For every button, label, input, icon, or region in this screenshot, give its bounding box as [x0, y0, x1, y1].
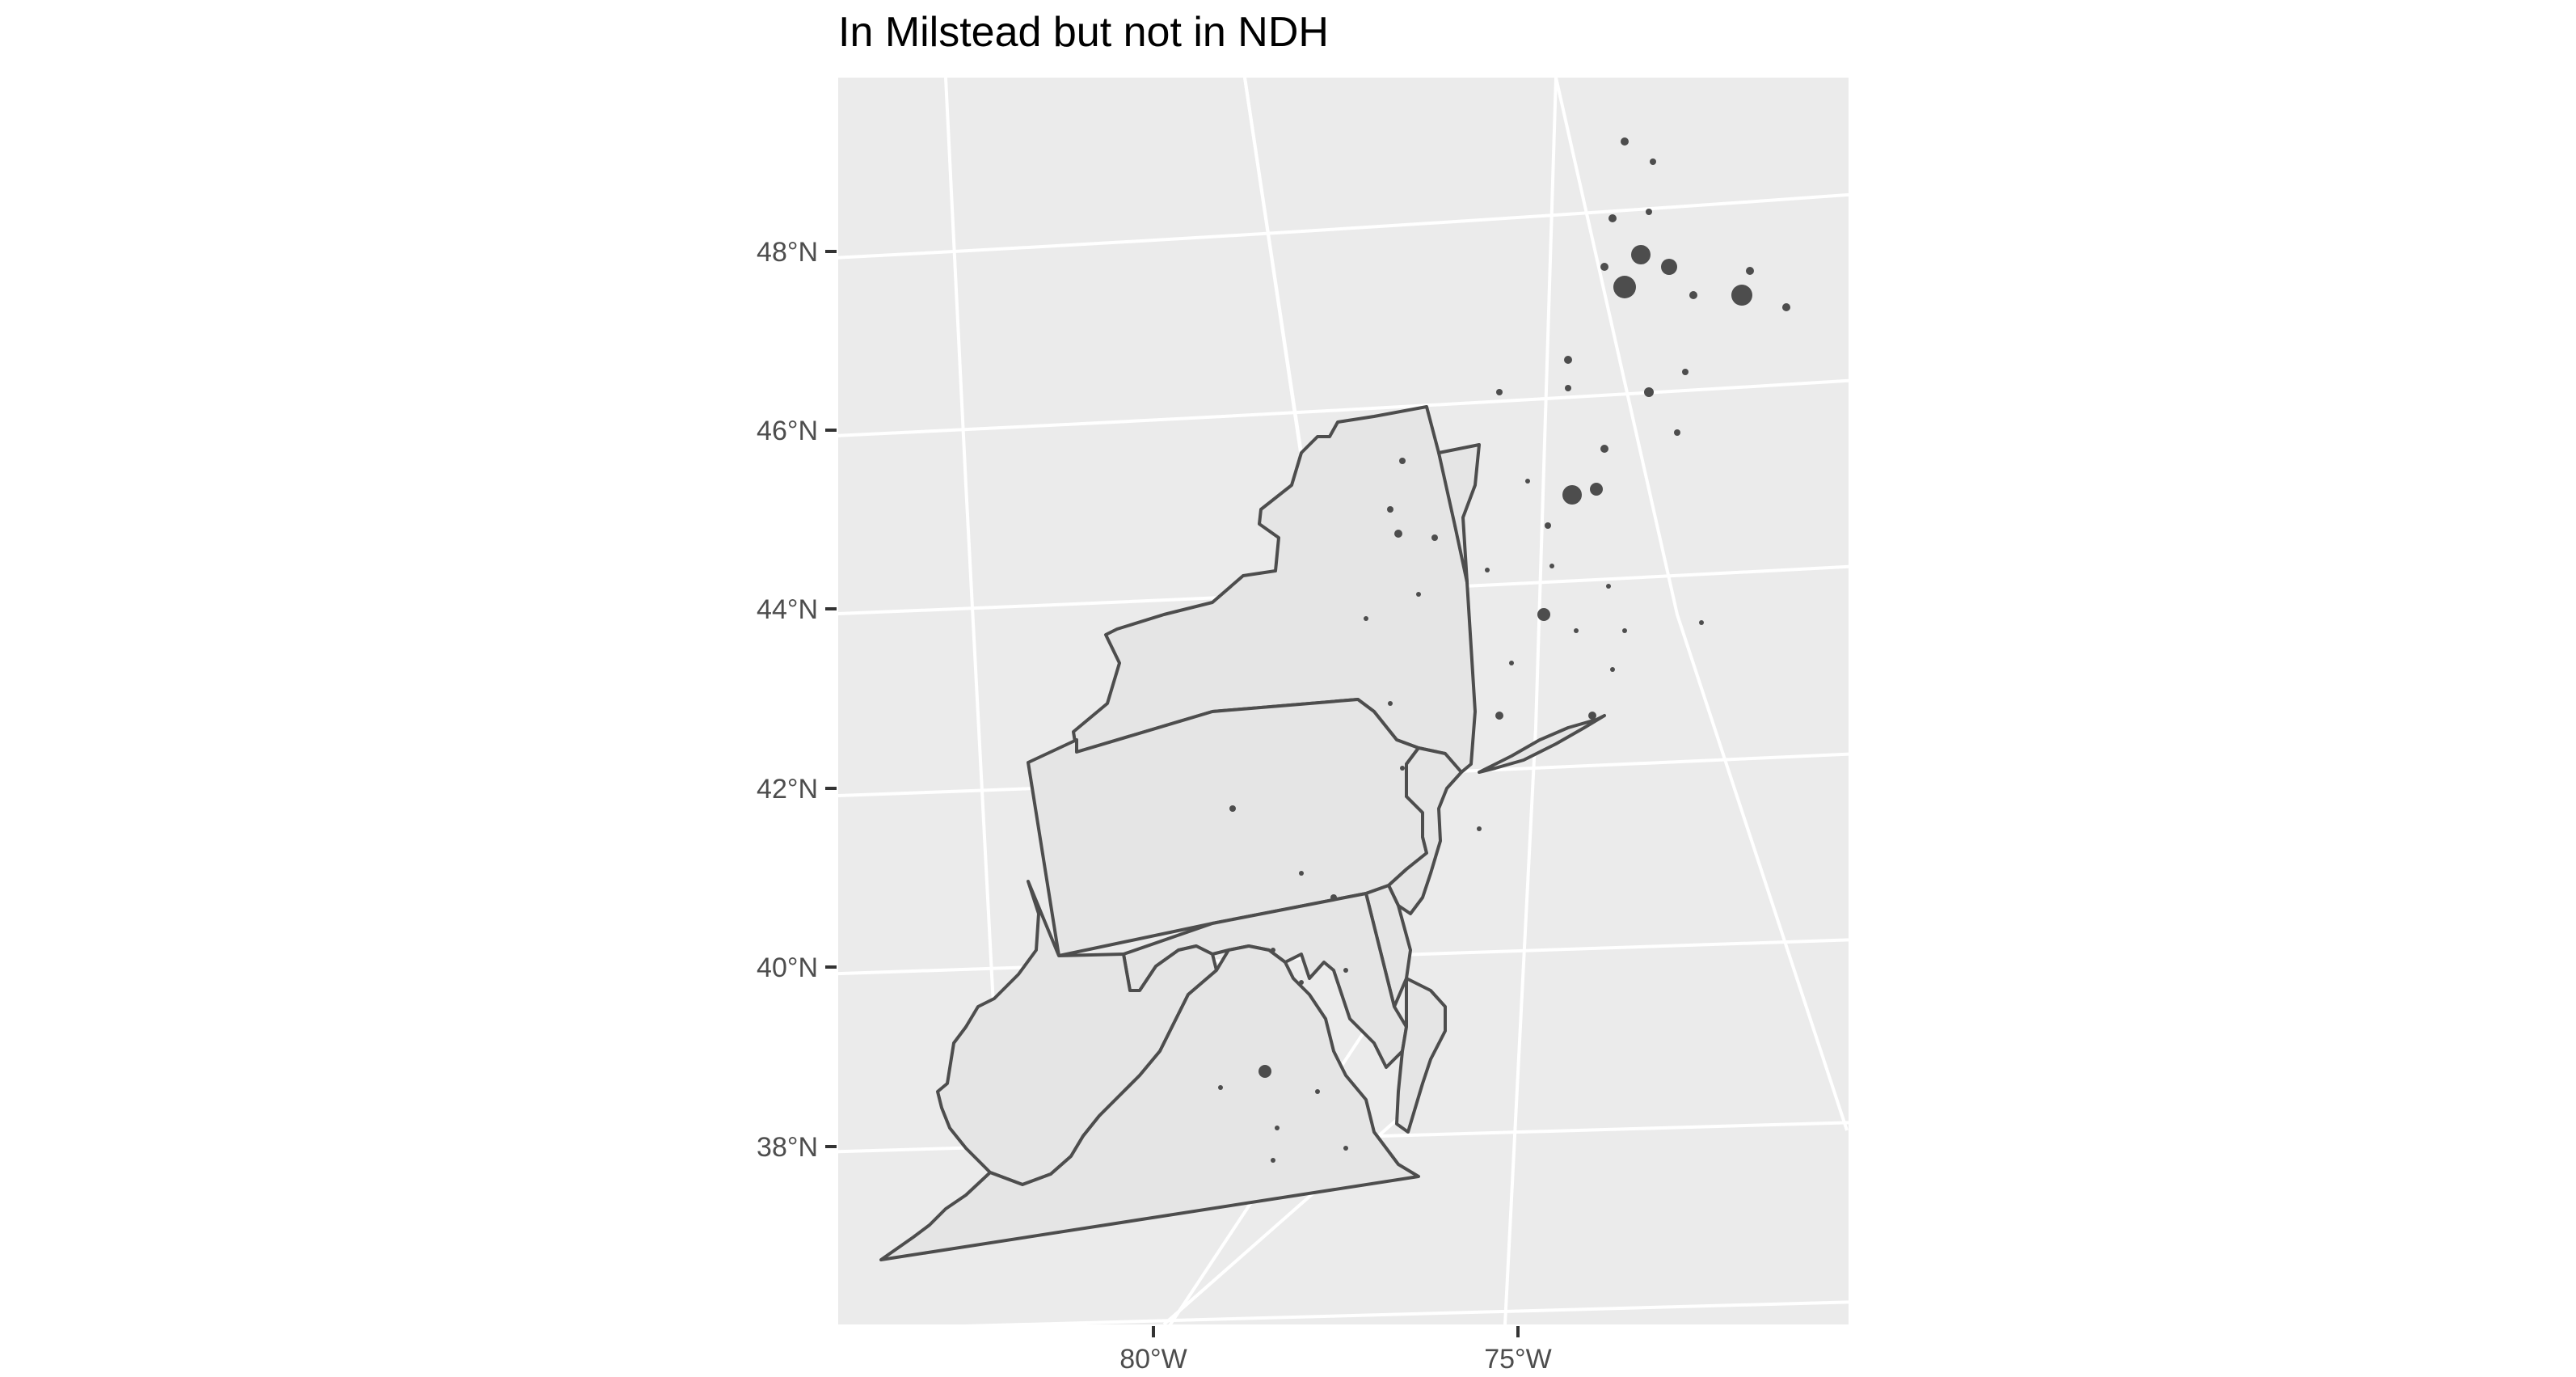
- y-tick-label: 38°N: [757, 1132, 818, 1163]
- state-new-jersey: [1387, 746, 1463, 915]
- lake-blob: [1549, 564, 1554, 568]
- lake-blob: [1509, 661, 1514, 665]
- lake-blob: [1644, 387, 1654, 397]
- lake-blob: [1275, 1126, 1280, 1130]
- lake-blob: [1364, 616, 1368, 621]
- lake-blob: [1782, 303, 1790, 311]
- lake-blob: [1495, 712, 1503, 720]
- gridline-46n: [838, 378, 1849, 437]
- lake-blob: [1562, 485, 1582, 505]
- gridline-75w: [1554, 78, 1849, 1131]
- gridline-75w-b: [1503, 78, 1558, 1324]
- lake-blob: [1613, 276, 1636, 298]
- lake-blob: [1299, 980, 1304, 985]
- y-tick-label: 42°N: [757, 774, 818, 805]
- lake-blob: [1258, 1065, 1271, 1078]
- lake-blob: [1661, 259, 1677, 275]
- lake-blob: [1343, 1146, 1348, 1151]
- state-virginia: [879, 944, 1420, 1261]
- island-long-island: [1478, 714, 1606, 774]
- y-tick-label: 44°N: [757, 594, 818, 625]
- plot-title: In Milstead but not in NDH: [838, 9, 1329, 56]
- lake-blob: [1496, 389, 1503, 395]
- lake-blob: [1416, 592, 1421, 597]
- y-axis: 48°N 46°N 44°N 42°N 40°N 38°N: [757, 237, 837, 1163]
- gridline-36n: [984, 1300, 1849, 1324]
- lake-blob: [1731, 285, 1752, 306]
- lake-blob: [1674, 429, 1680, 436]
- lake-blob: [1315, 1089, 1320, 1094]
- lake-blob: [1631, 245, 1651, 264]
- gridline-48n: [838, 192, 1849, 260]
- peninsula-delmarva: [1395, 977, 1447, 1134]
- lake-blob: [1606, 584, 1611, 589]
- lake-blob: [1699, 620, 1704, 625]
- lake-blob: [1622, 628, 1627, 633]
- lake-blob: [1565, 385, 1571, 391]
- lake-blob: [1525, 479, 1530, 484]
- lake-blob: [1646, 209, 1652, 215]
- lake-blob: [1394, 530, 1402, 538]
- lake-blob: [1650, 158, 1656, 165]
- lake-blob: [1621, 137, 1629, 146]
- state-vermont-nh: [1437, 443, 1481, 584]
- lake-blob: [1545, 522, 1551, 529]
- y-tick-label: 48°N: [757, 237, 818, 268]
- lake-blob: [1682, 369, 1689, 375]
- lake-blob: [1600, 263, 1608, 271]
- x-axis: 80°W 75°W: [1119, 1326, 1552, 1375]
- lake-blob: [1610, 667, 1615, 672]
- y-tick-label: 46°N: [757, 416, 818, 446]
- lake-blob: [1431, 534, 1438, 541]
- lake-blob: [1608, 214, 1617, 222]
- lake-blob: [1689, 291, 1697, 299]
- state-outlines: [879, 405, 1606, 1261]
- x-tick-label: 75°W: [1484, 1344, 1552, 1375]
- lake-blob: [1330, 894, 1337, 901]
- lake-blob: [1229, 805, 1236, 812]
- lake-blob: [1387, 506, 1393, 513]
- lake-blob: [1388, 701, 1393, 706]
- lake-blob: [1564, 356, 1572, 364]
- x-tick-label: 80°W: [1119, 1344, 1187, 1375]
- lake-blob: [1574, 628, 1579, 633]
- lake-blob: [1590, 483, 1603, 496]
- lake-blob: [1477, 826, 1482, 831]
- lake-blob: [1746, 267, 1754, 275]
- gridline-85w: [944, 78, 997, 1052]
- lake-blob: [1271, 1158, 1275, 1163]
- lake-blob: [1399, 458, 1406, 464]
- lake-fragments: [1218, 137, 1790, 1163]
- lake-blob: [1537, 608, 1550, 621]
- lake-blob: [1271, 948, 1275, 952]
- lake-blob: [1299, 871, 1304, 876]
- lake-blob: [1218, 1085, 1223, 1090]
- lake-blob: [1343, 968, 1348, 973]
- lake-blob: [1600, 445, 1608, 453]
- lake-blob: [1485, 568, 1490, 572]
- lake-blob: [1400, 766, 1405, 771]
- lake-blob: [1588, 712, 1596, 720]
- y-tick-label: 40°N: [757, 952, 818, 983]
